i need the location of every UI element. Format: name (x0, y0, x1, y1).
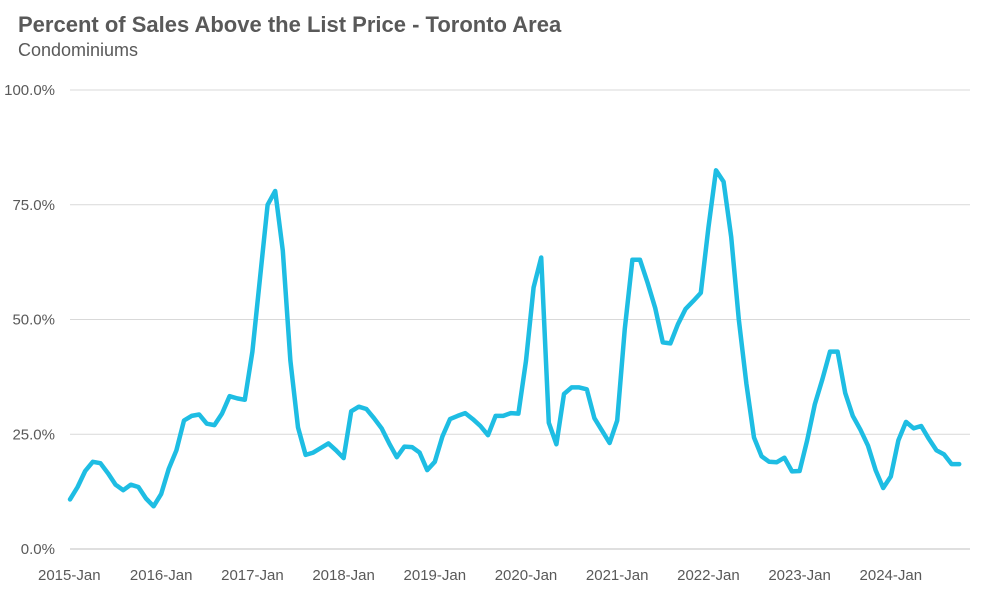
y-tick-label: 100.0% (4, 82, 55, 99)
x-tick-label: 2020-Jan (495, 567, 558, 584)
x-axis-tick-labels: 2015-Jan 2016-Jan 2017-Jan 2018-Jan 2019-Jan… (38, 567, 922, 584)
x-tick-label: 2022-Jan (677, 567, 740, 584)
y-tick-label: 50.0% (12, 312, 55, 329)
x-tick-label: 2021-Jan (586, 567, 649, 584)
y-tick-label: 75.0% (12, 197, 55, 214)
series-line (67, 168, 962, 509)
series-group (67, 168, 962, 509)
x-tick-label: 2015-Jan (38, 567, 101, 584)
y-axis-tick-labels: 0.0% 25.0% 50.0% 75.0% 100.0% (4, 82, 55, 558)
gridlines (70, 89, 970, 550)
x-tick-label: 2024-Jan (860, 567, 923, 584)
x-tick-label: 2017-Jan (221, 567, 284, 584)
x-tick-label: 2023-Jan (768, 567, 831, 584)
y-tick-label: 0.0% (21, 541, 55, 558)
y-tick-label: 25.0% (12, 426, 55, 443)
chart-title: Percent of Sales Above the List Price - … (18, 12, 562, 37)
x-tick-label: 2016-Jan (130, 567, 193, 584)
x-tick-label: 2019-Jan (404, 567, 467, 584)
chart-subtitle: Condominiums (18, 40, 139, 60)
x-tick-label: 2018-Jan (312, 567, 375, 584)
